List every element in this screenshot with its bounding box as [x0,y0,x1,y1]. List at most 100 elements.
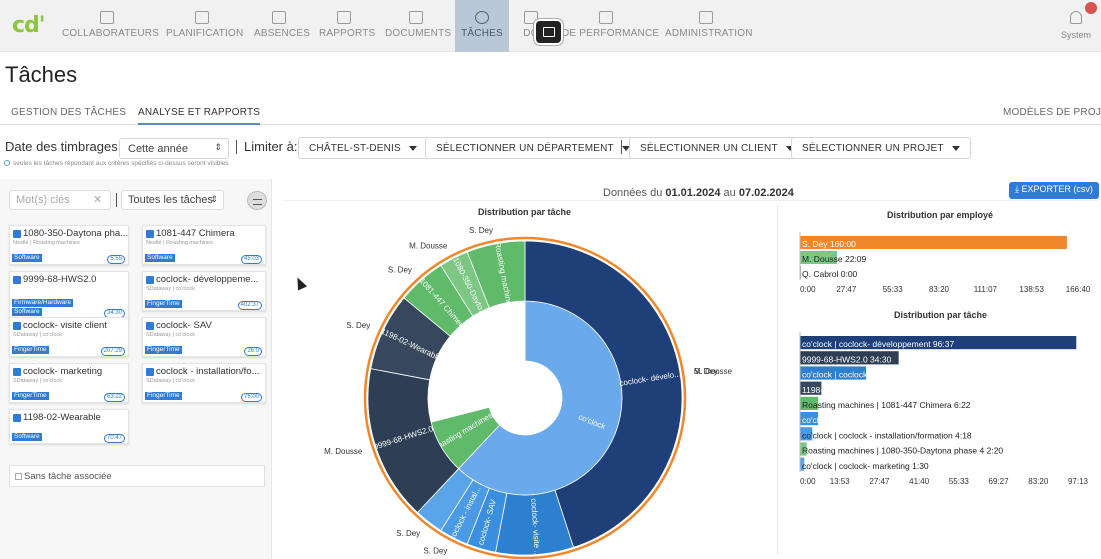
download-icon: ⤓ [1015,184,1022,194]
nav-item-7[interactable]: DE PERFORMANCE [562,0,660,52]
location-dropdown[interactable]: CHÂTEL-ST-DENIS [298,137,428,159]
sort-icon[interactable] [247,191,267,210]
task-chart-bar-label: co'clock | coclock - installation/format… [802,430,972,440]
nav-label: DO [523,28,539,39]
task-chart-bar-label: co'clock | coclock- marketing 1:30 [802,461,929,471]
task-tag: Software [145,254,175,262]
nav-item-4[interactable]: DOCUMENTS [385,0,451,52]
employee-chart-tick: 55:33 [883,285,904,294]
tab-project-templates[interactable]: MODÈLES DE PROJET [1003,107,1101,118]
folder-icon [409,11,423,24]
nav-item-5[interactable]: TÂCHES [455,0,509,52]
tab-analysis-reports[interactable]: ANALYSE ET RAPPORTS [138,107,261,125]
task-chart-tick: 13:53 [830,477,851,486]
tab-task-management[interactable]: GESTION DES TÂCHES [11,107,127,118]
task-card[interactable]: 1080-350-Daytona pha... Nestlé | Roasting… [9,225,129,265]
checkbox[interactable] [146,276,154,284]
employee-chart-tick: 0:00 [800,285,816,294]
briefcase-icon [599,11,613,24]
checkbox[interactable] [13,368,21,376]
nav-label: ADMINISTRATION [665,28,753,39]
project-dropdown[interactable]: SÉLECTIONNER UN PROJET [791,137,971,159]
client-dropdown[interactable]: SÉLECTIONNER UN CLIENT [629,137,805,159]
date-prefix: Données du [603,187,663,199]
employee-chart-tick: 83:20 [929,285,950,294]
fullscreen-button[interactable] [534,19,563,45]
pie-outer-ring [363,236,687,559]
task-chart-title: Distribution par tâche [894,310,988,320]
task-card[interactable]: coclock- visite client SDataway | co'cloc… [9,317,129,357]
checkbox[interactable] [13,414,21,422]
checkbox[interactable] [15,473,22,480]
task-client: SDataway | co'clock [13,378,62,384]
task-client: SDataway | co'clock [146,378,195,384]
no-task-option[interactable]: Sans tâche associée [9,465,265,487]
select-arrows-icon: ⇕ [210,194,218,204]
user-menu[interactable]: System [1059,0,1093,52]
task-card[interactable]: 1081-447 Chimera Nestlé | Roasting machin… [142,225,266,265]
task-time: 5:55 [107,255,125,264]
checkbox[interactable] [146,322,154,330]
employee-chart-tick: 166:40 [1066,285,1091,294]
task-time: 76:00 [240,393,262,402]
app-logo[interactable]: cd' [12,13,46,38]
pie-middle-slice [466,240,526,309]
date-range-select[interactable]: Cette année ⇕ [119,138,229,159]
clear-icon[interactable]: ✕ [93,194,103,206]
task-tag: Software [12,254,42,262]
pie-center-hole [488,361,562,435]
list-icon [272,11,286,24]
employee-chart-bar [800,236,1067,249]
nav-item-2[interactable]: ABSENCES [254,0,310,52]
employee-chart-bar-label: Q. Cabrol 0:00 [802,269,858,279]
task-chart-tick: 97:13 [1068,477,1089,486]
pie-outer-label: S. Dey [423,546,447,555]
task-card[interactable]: coclock - installation/fo... SDataway | c… [142,363,266,403]
task-tag: Firmware/Hardware [12,299,74,307]
employee-chart-bar-label: S. Dey 160:00 [802,239,856,249]
task-card[interactable]: 1198-02-Wearable Software 70:47 [9,409,129,444]
select-arrows-icon: ⇕ [214,142,222,152]
task-filter-select[interactable]: Toutes les tâches ⇕ [121,190,224,210]
settings-icon [475,11,489,24]
task-card[interactable]: 9999-68-HWS2.0 Firmware/Hardware Software 3… [9,271,129,319]
date-from: 01.01.2024 [665,187,721,199]
checkbox[interactable] [13,276,21,284]
task-chart-tick: 41:40 [909,477,930,486]
pie-chart-title: Distribution par tâche [478,207,572,217]
filter-separator [116,193,117,207]
task-card[interactable]: coclock- développeme... SDataway | co'clo… [142,271,266,311]
checkbox[interactable] [13,230,21,238]
nav-label: DE PERFORMANCE [562,28,660,39]
export-csv-button[interactable]: ⤓ EXPORTER (csv) [1009,182,1099,199]
checkbox[interactable] [146,230,154,238]
employee-chart-tick: 138:53 [1019,285,1044,294]
limit-label: Limiter à: [244,139,298,154]
employee-chart-bar-label: M. Dousse 22:09 [802,254,867,264]
task-name: coclock- SAV [156,320,212,331]
nav-item-8[interactable]: ADMINISTRATION [665,0,753,52]
edit-icon [337,11,351,24]
task-card[interactable]: coclock- SAV SDataway | co'clock FingerTim… [142,317,266,357]
task-tag: FingerTime [145,346,182,354]
task-tag: FingerTime [12,392,49,400]
task-time: 207:29 [100,347,125,356]
date-filter-label: Date des timbrages: [5,139,122,154]
task-chart-bar [800,442,807,456]
nav-item-0[interactable]: COLLABORATEURS [62,0,159,52]
task-chart-bar-label: Roasting machines | 1080-350-Daytona pha… [802,446,1003,456]
nav-item-3[interactable]: RAPPORTS [319,0,375,52]
checkbox[interactable] [13,322,21,330]
task-tag: FingerTime [12,346,49,354]
employee-chart-tick: 111:07 [974,285,998,294]
notification-icon[interactable] [1085,2,1097,14]
nav-item-1[interactable]: PLANIFICATION [166,0,243,52]
document-icon [524,11,538,24]
user-name: System [1060,30,1091,40]
nav-item-6[interactable]: DO [517,0,545,52]
keyword-search-input[interactable]: Mot(s) clés [9,190,111,210]
task-card[interactable]: coclock- marketing SDataway | co'clock Fin… [9,363,129,403]
checkbox[interactable] [146,368,154,376]
sliders-icon [699,11,713,24]
